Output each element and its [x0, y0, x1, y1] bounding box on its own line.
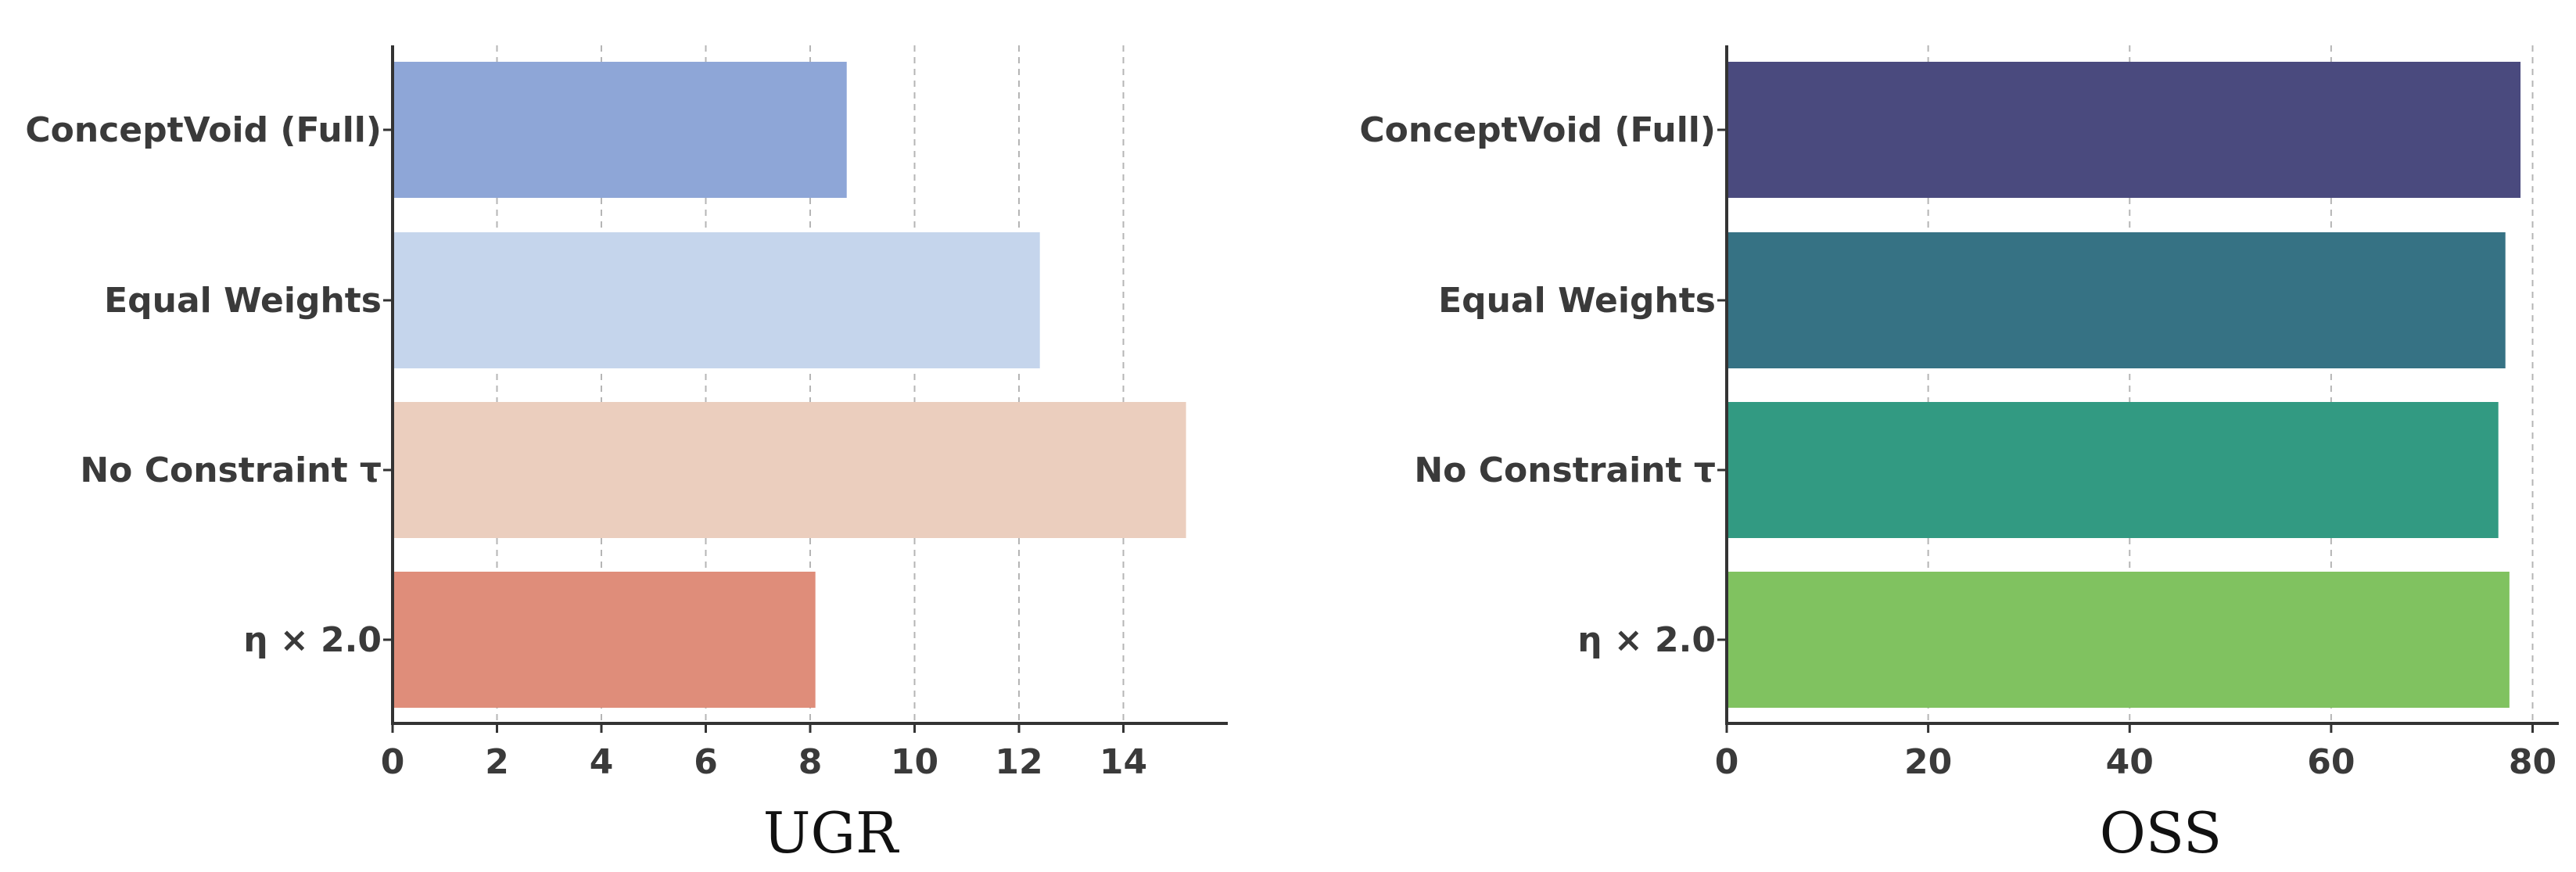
category-label: ConceptVoid (Full) [25, 110, 382, 150]
x-tick-label: 40 [2106, 742, 2154, 782]
category-label: η × 2.0 [1577, 620, 1716, 660]
bar-ugr-2 [393, 232, 1040, 368]
bar-oss-2 [1727, 232, 2506, 368]
x-tick-label: 60 [2307, 742, 2355, 782]
x-tick-label: 0 [1715, 742, 1739, 782]
chart-panel-ugr: ConceptVoid (Full) Equal Weights No Constr… [25, 45, 1228, 866]
bar-ugr-3 [393, 402, 1186, 538]
x-tick-label: 80 [2509, 742, 2556, 782]
category-label: Equal Weights [104, 281, 382, 321]
bar-oss-1 [1727, 62, 2521, 198]
x-tick-label: 0 [381, 742, 405, 782]
category-label: No Constraint τ [1414, 450, 1716, 490]
chart-panel-oss: ConceptVoid (Full) Equal Weights No Constr… [1359, 45, 2559, 866]
x-tick-label: 10 [891, 742, 938, 782]
x-tick-label: 4 [590, 742, 614, 782]
bar-ugr-4 [393, 572, 816, 708]
category-label: η × 2.0 [243, 620, 382, 660]
x-tick-label: 6 [694, 742, 718, 782]
x-tick-label: 8 [798, 742, 823, 782]
category-label: Equal Weights [1438, 281, 1716, 321]
bar-oss-4 [1727, 572, 2510, 708]
bar-ugr-1 [393, 62, 847, 198]
x-tick-label: 14 [1100, 742, 1147, 782]
x-tick-label: 20 [1904, 742, 1952, 782]
category-label: No Constraint τ [80, 450, 382, 490]
x-axis-title: OSS [2100, 800, 2222, 866]
x-tick-label: 2 [485, 742, 509, 782]
category-label: ConceptVoid (Full) [1359, 110, 1716, 150]
bar-oss-3 [1727, 402, 2499, 538]
x-tick-label: 12 [995, 742, 1042, 782]
x-axis-title: UGR [763, 800, 899, 866]
